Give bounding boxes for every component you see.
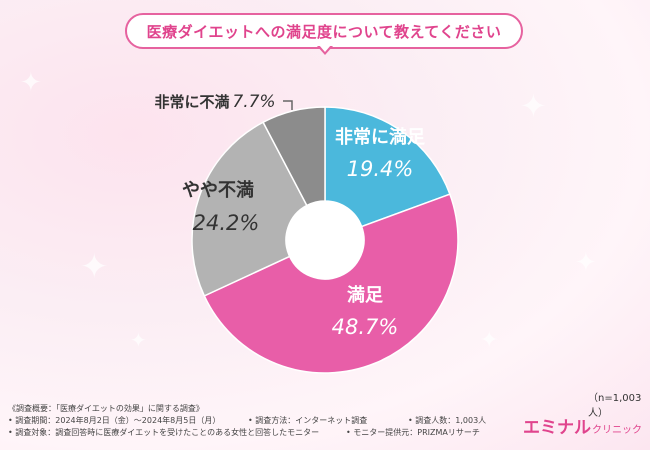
category-label-3: やや不満 bbox=[182, 179, 254, 201]
sparkle-icon: ✦ bbox=[480, 328, 499, 353]
value-label-2: 48.7% bbox=[332, 315, 399, 339]
survey-method: • 調査方法：インターネット調査 bbox=[248, 416, 368, 425]
category-label-2: 満足 bbox=[347, 284, 383, 306]
title-pointer-inner bbox=[319, 45, 331, 52]
survey-respondents: • 調査人数：1,003人 bbox=[408, 416, 487, 425]
survey-period: • 調査期間：2024年8月2日（金）〜2024年8月5日（月） bbox=[8, 416, 221, 425]
sparkle-icon: ✦ bbox=[520, 87, 547, 125]
sparkle-icon: ✦ bbox=[80, 247, 109, 287]
survey-provider: • モニター提供元：PRIZMAリサーチ bbox=[346, 428, 480, 437]
logo-sub: クリニック bbox=[592, 425, 642, 436]
sample-size: （n=1,003人） bbox=[588, 393, 642, 419]
value-label-4: 7.7% bbox=[232, 92, 275, 112]
survey-target: • 調査対象：調査回答時に医療ダイエットを受けたことのある女性と回答したモニター bbox=[8, 428, 320, 437]
slice-2 bbox=[203, 193, 459, 374]
category-label-4: 非常に不満 bbox=[154, 93, 229, 111]
survey-header: 《調査概要：「医療ダイエットの効果」に関する調査》 bbox=[8, 404, 204, 413]
value-label-3: 24.2% bbox=[193, 211, 260, 235]
leader-line bbox=[283, 100, 293, 110]
clinic-logo: エミナルクリニック bbox=[523, 413, 642, 438]
value-label-1: 19.4% bbox=[347, 157, 414, 181]
sparkle-icon: ✦ bbox=[130, 328, 147, 352]
sparkle-icon: ✦ bbox=[20, 68, 42, 98]
logo-main: エミナル bbox=[523, 418, 591, 438]
sparkle-icon: ✦ bbox=[575, 248, 597, 278]
donut-hole bbox=[286, 201, 364, 279]
chart-title-text: 医療ダイエットへの満足度について教えてください bbox=[146, 22, 502, 41]
category-label-1: 非常に満足 bbox=[335, 126, 425, 148]
